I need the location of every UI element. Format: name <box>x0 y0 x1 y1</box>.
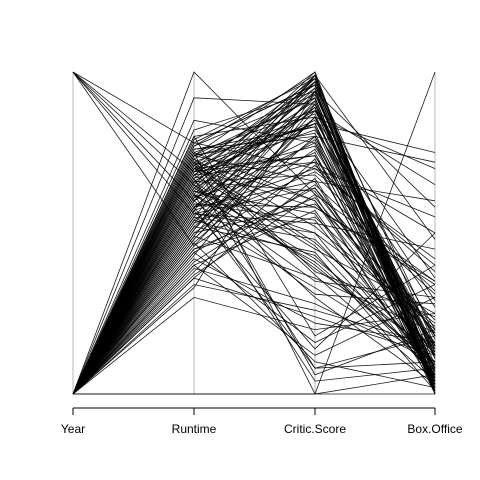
series-line-88 <box>72 219 436 395</box>
series-line-83 <box>72 235 436 395</box>
series-line-89 <box>72 135 436 395</box>
series-line-105 <box>72 142 436 395</box>
series-line-125 <box>72 177 436 395</box>
series-line-69 <box>72 93 436 395</box>
series-line-86 <box>72 151 436 395</box>
series-line-110 <box>72 161 436 395</box>
tick-label-year: Year <box>61 422 85 436</box>
series-line-116 <box>72 264 436 395</box>
tick-label-runtime: Runtime <box>172 422 217 436</box>
series-line-99 <box>72 71 436 337</box>
series-lines <box>72 71 436 395</box>
series-line-70 <box>72 171 436 395</box>
series-line-52 <box>72 77 436 395</box>
tick-label-box-office: Box.Office <box>407 422 462 436</box>
x-axis-tick-labels: Year Runtime Critic.Score Box.Office <box>61 422 463 436</box>
series-line-111 <box>72 110 436 395</box>
series-line-113 <box>72 135 436 395</box>
series-line-120 <box>72 209 436 395</box>
series-line-119 <box>72 296 436 395</box>
series-line-68 <box>72 184 436 395</box>
series-line-112 <box>72 74 436 395</box>
series-line-59 <box>72 203 436 395</box>
series-line-65 <box>72 84 436 395</box>
series-line-76 <box>72 100 436 395</box>
series-line-84 <box>72 90 436 395</box>
series-line-107 <box>72 135 436 395</box>
series-line-66 <box>72 203 436 395</box>
series-line-75 <box>72 158 436 395</box>
tick-label-critic-score: Critic.Score <box>284 422 346 436</box>
series-line-22 <box>72 258 436 395</box>
series-line-95 <box>72 71 436 395</box>
x-axis-ticks <box>72 408 436 415</box>
series-line-97 <box>72 71 436 356</box>
series-line-24 <box>72 151 436 395</box>
series-line-54 <box>72 129 436 395</box>
series-line-67 <box>72 116 436 395</box>
series-line-100 <box>72 71 436 395</box>
series-line-64 <box>72 158 436 395</box>
x-axis: Year Runtime Critic.Score Box.Office <box>61 407 463 436</box>
series-line-101 <box>72 71 436 395</box>
series-line-98 <box>72 71 436 382</box>
series-line-118 <box>72 151 436 395</box>
series-line-124 <box>72 277 436 395</box>
series-line-123 <box>72 242 436 395</box>
